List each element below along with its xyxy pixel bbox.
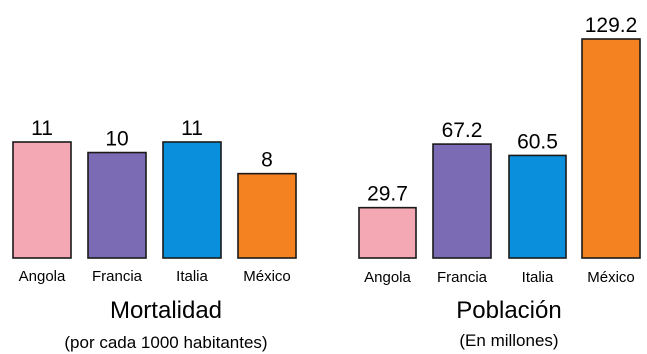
category-label-italia: Italia: [522, 269, 554, 286]
value-label-italia: 60.5: [517, 130, 558, 153]
population-chart: 29.7 Angola 67.2 Francia 60.5 Italia 129.2 Méxi…: [358, 14, 641, 350]
bar-francia: [87, 151, 147, 259]
category-label-mexico: México: [243, 268, 291, 285]
category-label-angola: Angola: [19, 268, 66, 285]
bar-italia: [508, 154, 567, 259]
chart-title: Mortalidad: [110, 297, 222, 324]
bar-angola: [12, 141, 72, 259]
category-label-francia: Francia: [92, 268, 143, 285]
category-label-francia: Francia: [437, 269, 488, 286]
category-label-italia: Italia: [176, 268, 208, 285]
chart-subtitle: (por cada 1000 habitantes): [64, 333, 267, 352]
bar-francia: [432, 143, 492, 259]
value-label-mexico: 129.2: [585, 14, 638, 37]
value-label-angola: 11: [31, 117, 53, 140]
bar-angola: [358, 206, 417, 259]
bar-mexico: [237, 172, 297, 259]
chart-subtitle: (En millones): [459, 331, 558, 350]
bar-mexico: [581, 38, 641, 259]
bar-italia: [162, 141, 222, 259]
category-label-mexico: México: [587, 269, 635, 286]
value-label-francia: 67.2: [442, 119, 483, 142]
value-label-francia: 10: [105, 128, 128, 151]
value-label-italia: 11: [181, 117, 203, 140]
value-label-mexico: 8: [261, 149, 273, 172]
value-label-angola: 29.7: [367, 183, 408, 206]
chart-title: Población: [456, 297, 561, 324]
category-label-angola: Angola: [364, 269, 411, 286]
mortality-chart: 11 Angola 10 Francia 11 Italia 8 México Mortalid…: [12, 117, 297, 352]
